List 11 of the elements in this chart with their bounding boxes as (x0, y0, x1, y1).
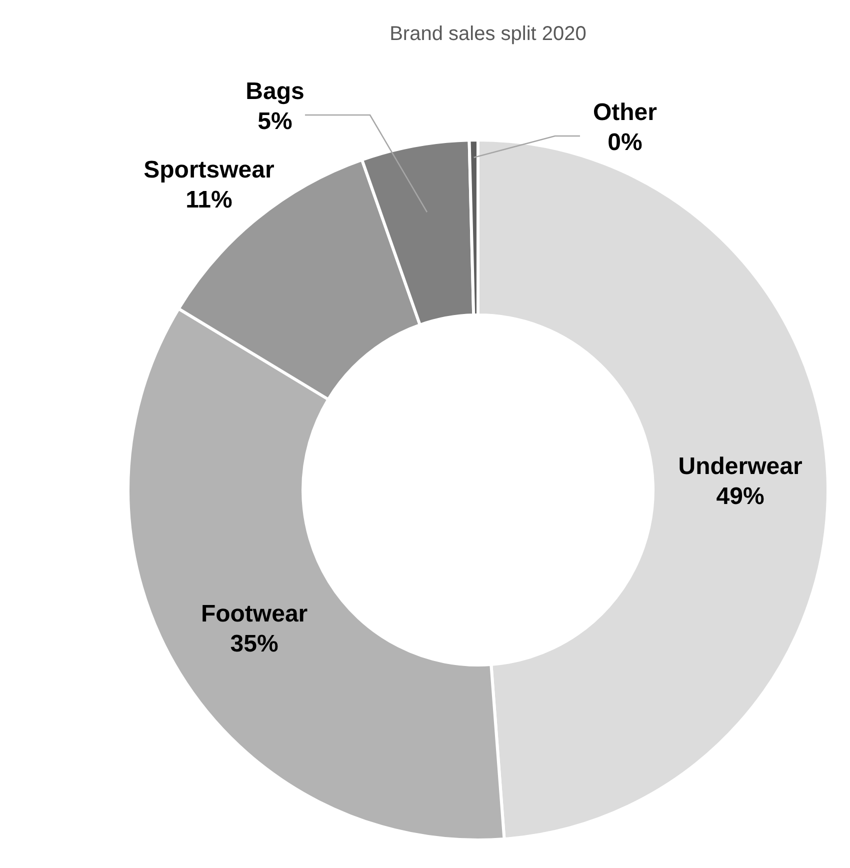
slice-label: Underwear (678, 453, 802, 480)
data-label: 49% (716, 483, 764, 510)
data-label: 11% (186, 186, 232, 214)
slice-label: Bags (246, 78, 304, 105)
data-label: 35% (230, 630, 278, 658)
slice-label: Other (592, 99, 658, 126)
chart-title: Brand sales split 2020 (390, 23, 586, 45)
slice-label: Footwear (200, 600, 308, 628)
data-label: 0% (608, 129, 642, 156)
data-label: 5% (258, 108, 292, 135)
slice-label: Sportswear (144, 156, 274, 184)
